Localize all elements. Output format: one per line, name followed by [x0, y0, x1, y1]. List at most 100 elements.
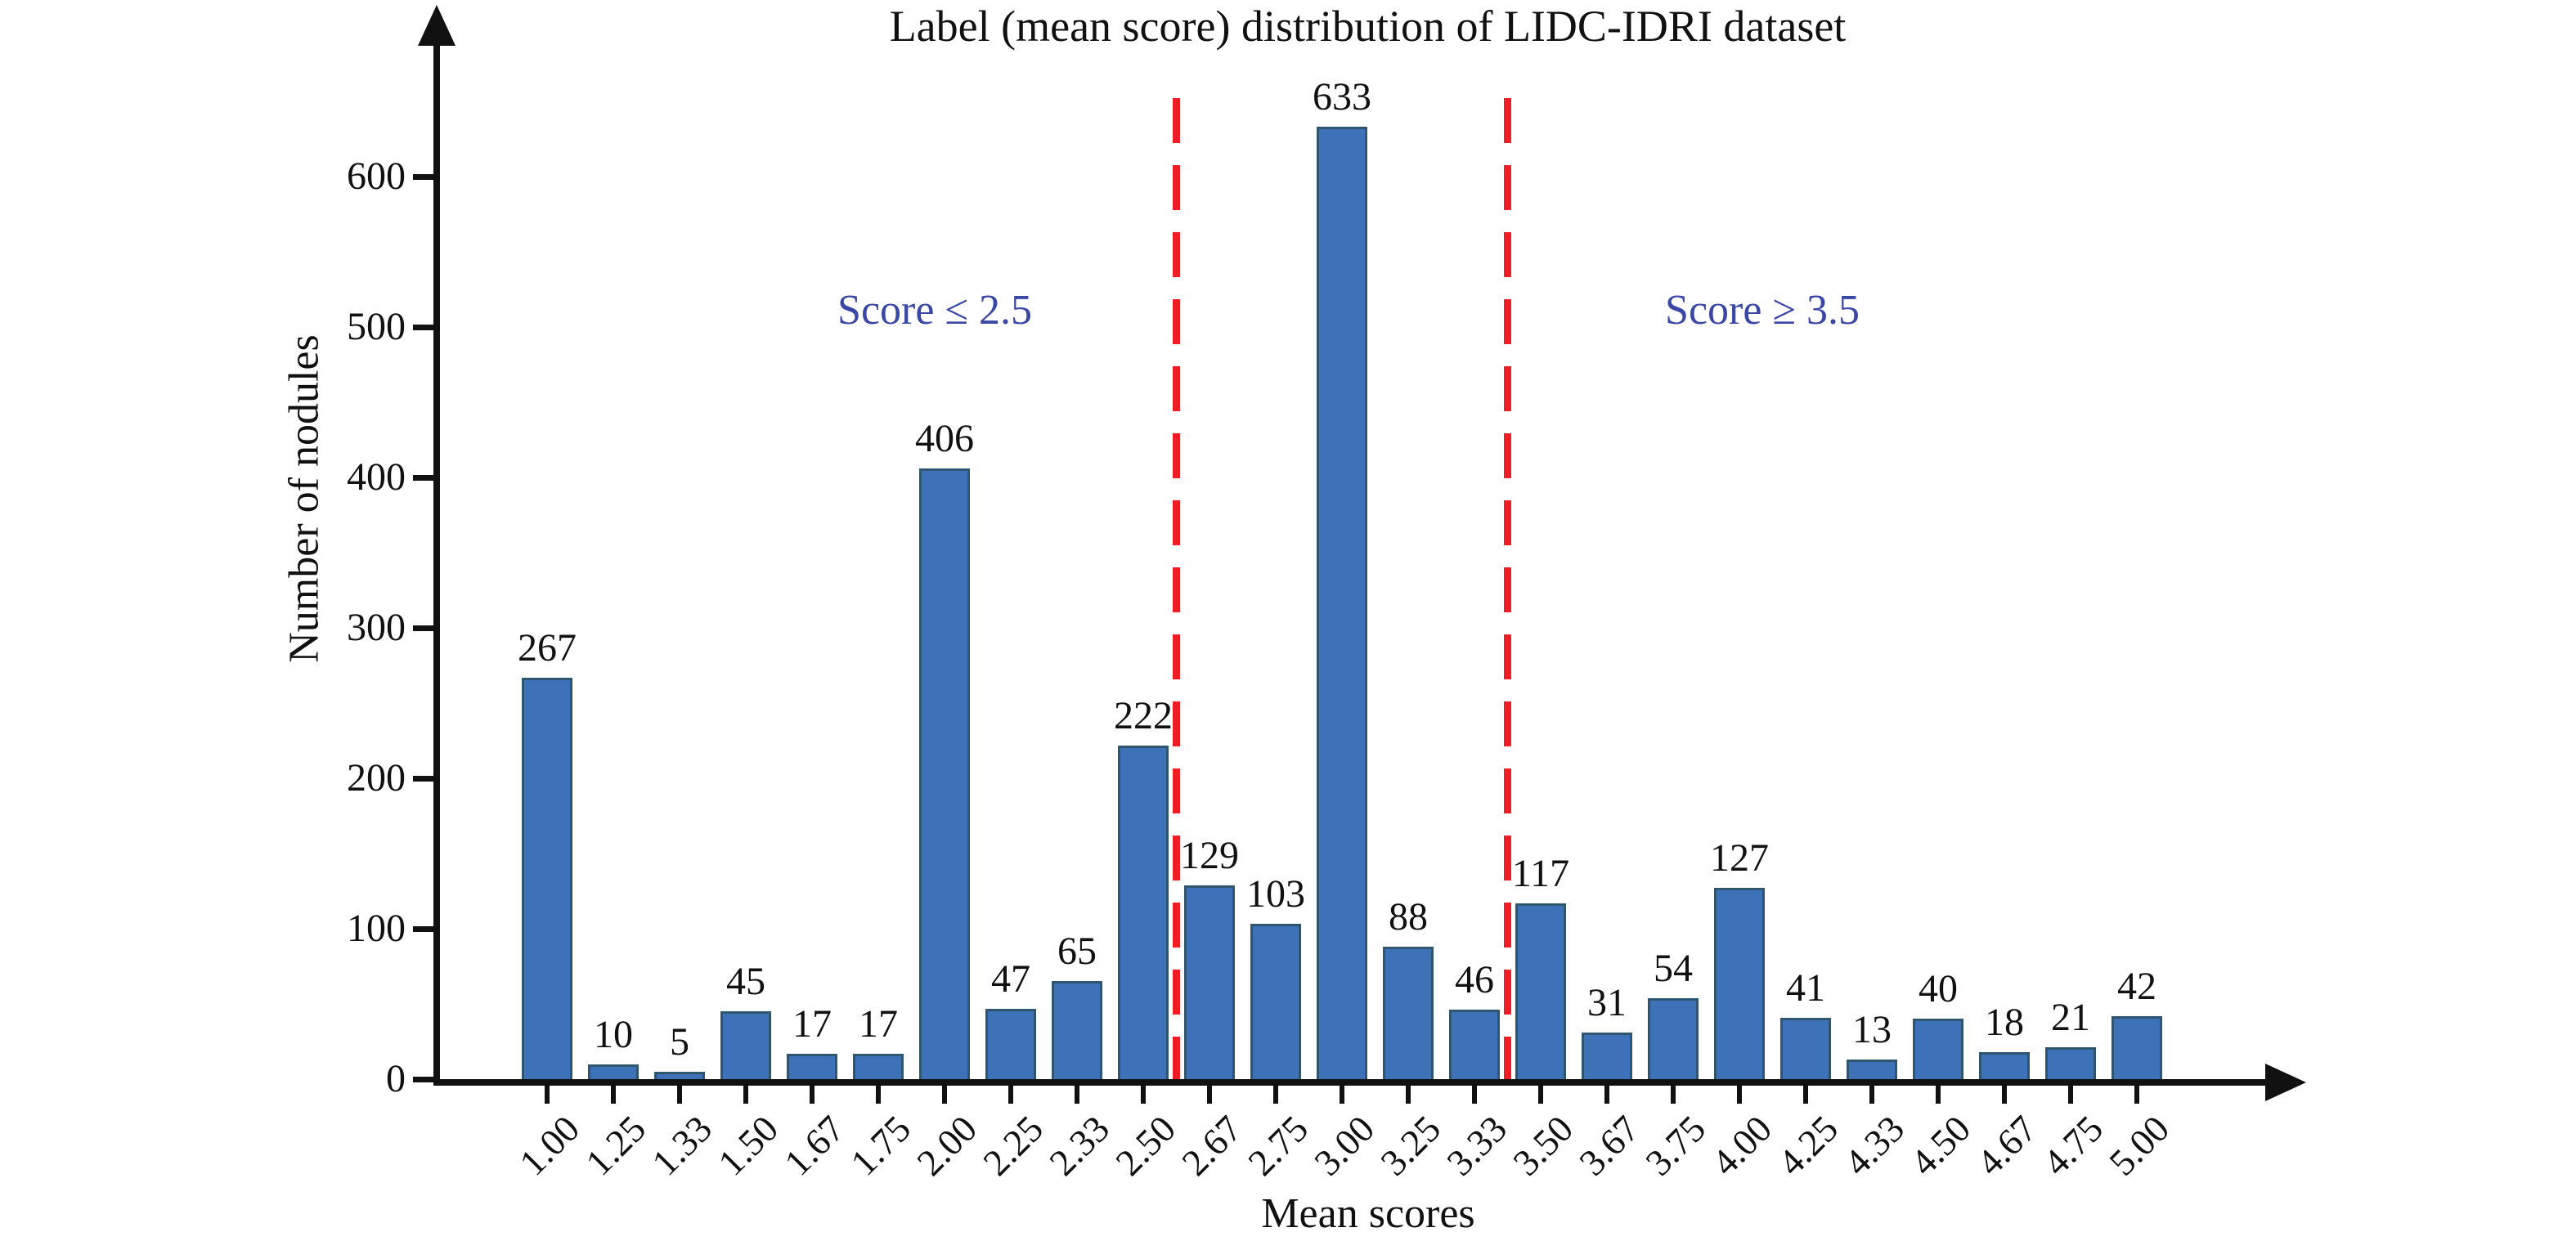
x-tick-label: 2.00 — [908, 1107, 985, 1184]
x-tick — [942, 1086, 947, 1104]
y-tick-label: 0 — [386, 1057, 406, 1100]
x-tick — [1472, 1086, 1477, 1104]
bar-value-label: 117 — [1511, 852, 1570, 895]
x-tick-label: 1.33 — [643, 1107, 720, 1184]
bar-2.50 — [1118, 746, 1169, 1079]
y-tick — [413, 775, 436, 782]
x-tick-label: 2.67 — [1173, 1107, 1250, 1184]
x-tick — [1207, 1086, 1212, 1104]
threshold-line-after-3.33 — [1504, 98, 1511, 1079]
bar-2.67 — [1184, 885, 1235, 1079]
annotation-score-low: Score ≤ 2.5 — [837, 287, 1032, 334]
x-tick — [611, 1086, 616, 1104]
y-tick-label: 500 — [347, 305, 406, 348]
x-tick — [1869, 1086, 1874, 1104]
annotation-score-high: Score ≥ 3.5 — [1665, 287, 1860, 334]
x-tick-label: 4.33 — [1835, 1107, 1912, 1184]
bar-4.00 — [1714, 888, 1765, 1079]
x-tick — [1604, 1086, 1609, 1104]
bar-2.25 — [985, 1009, 1036, 1079]
bar-value-label: 13 — [1852, 1008, 1892, 1051]
x-tick-label: 2.25 — [974, 1107, 1051, 1184]
bar-4.50 — [1913, 1019, 1963, 1079]
bar-value-label: 21 — [2051, 996, 2090, 1039]
bar-value-label: 31 — [1587, 981, 1627, 1024]
x-tick-label: 1.75 — [841, 1107, 918, 1184]
y-axis-title: Number of nodules — [280, 334, 328, 663]
x-tick — [2002, 1086, 2007, 1104]
bar-1.75 — [853, 1054, 904, 1079]
x-tick — [1273, 1086, 1278, 1104]
y-tick — [413, 625, 436, 631]
bar-value-label: 88 — [1389, 895, 1428, 939]
x-tick-label: 4.67 — [1968, 1107, 2044, 1184]
x-tick-label: 1.67 — [775, 1107, 852, 1184]
x-tick — [743, 1086, 748, 1104]
bar-value-label: 17 — [792, 1002, 832, 1046]
bar-value-label: 18 — [1985, 1001, 2024, 1044]
x-tick-label: 3.67 — [1570, 1107, 1647, 1184]
x-tick-label: 2.50 — [1106, 1107, 1183, 1184]
x-tick — [810, 1086, 815, 1104]
bar-value-label: 10 — [594, 1013, 633, 1056]
threshold-line-after-2.50 — [1173, 98, 1180, 1079]
bar-2.75 — [1250, 924, 1301, 1079]
bar-3.67 — [1582, 1033, 1632, 1079]
bar-value-label: 41 — [1786, 966, 1825, 1010]
x-tick-label: 1.25 — [577, 1107, 653, 1184]
bar-value-label: 47 — [991, 957, 1030, 1001]
bar-2.00 — [919, 468, 970, 1079]
bar-value-label: 406 — [915, 417, 974, 460]
y-tick — [413, 1076, 436, 1082]
x-tick-label: 1.50 — [709, 1107, 786, 1184]
x-tick-label: 4.25 — [1769, 1107, 1846, 1184]
x-tick — [1141, 1086, 1146, 1104]
x-tick — [1671, 1086, 1676, 1104]
x-axis-line — [433, 1079, 2269, 1086]
bar-value-label: 633 — [1313, 75, 1371, 119]
bar-3.75 — [1648, 998, 1699, 1079]
x-tick-label: 3.50 — [1504, 1107, 1581, 1184]
x-tick-label: 3.33 — [1438, 1107, 1515, 1184]
bar-value-label: 222 — [1114, 694, 1173, 737]
bar-value-label: 127 — [1710, 836, 1769, 880]
bar-4.25 — [1780, 1018, 1831, 1079]
x-tick — [1538, 1086, 1543, 1104]
bar-2.33 — [1052, 981, 1102, 1079]
bar-4.67 — [1979, 1052, 2030, 1079]
x-tick — [1340, 1086, 1344, 1104]
x-tick-label: 4.00 — [1703, 1107, 1779, 1184]
bar-3.00 — [1317, 127, 1367, 1079]
bar-value-label: 46 — [1455, 958, 1494, 1001]
x-tick — [1803, 1086, 1808, 1104]
bar-1.25 — [588, 1064, 639, 1079]
bar-value-label: 45 — [726, 960, 765, 1003]
x-tick-label: 2.33 — [1040, 1107, 1117, 1184]
x-tick — [1936, 1086, 1941, 1104]
bar-value-label: 5 — [670, 1020, 689, 1064]
bar-3.25 — [1383, 947, 1434, 1079]
y-tick-label: 400 — [347, 455, 406, 499]
x-axis-arrowhead — [2265, 1064, 2306, 1101]
bar-value-label: 103 — [1246, 872, 1305, 916]
y-tick — [413, 474, 436, 481]
bar-value-label: 65 — [1057, 930, 1097, 973]
y-tick — [413, 324, 436, 330]
y-axis-line — [433, 43, 440, 1086]
y-tick-label: 300 — [347, 606, 406, 649]
bar-value-label: 54 — [1654, 947, 1693, 990]
bar-value-label: 129 — [1180, 834, 1239, 877]
bar-3.50 — [1515, 903, 1566, 1079]
bar-3.33 — [1449, 1010, 1500, 1079]
x-tick-label: 1.00 — [510, 1107, 587, 1184]
bar-value-label: 267 — [518, 626, 577, 670]
x-tick — [677, 1086, 682, 1104]
x-tick — [1406, 1086, 1411, 1104]
x-axis-title: Mean scores — [1261, 1190, 1475, 1237]
x-tick — [1008, 1086, 1013, 1104]
x-tick-label: 3.00 — [1305, 1107, 1382, 1184]
x-tick-label: 3.25 — [1371, 1107, 1448, 1184]
bar-1.00 — [522, 678, 572, 1079]
x-tick — [2134, 1086, 2139, 1104]
